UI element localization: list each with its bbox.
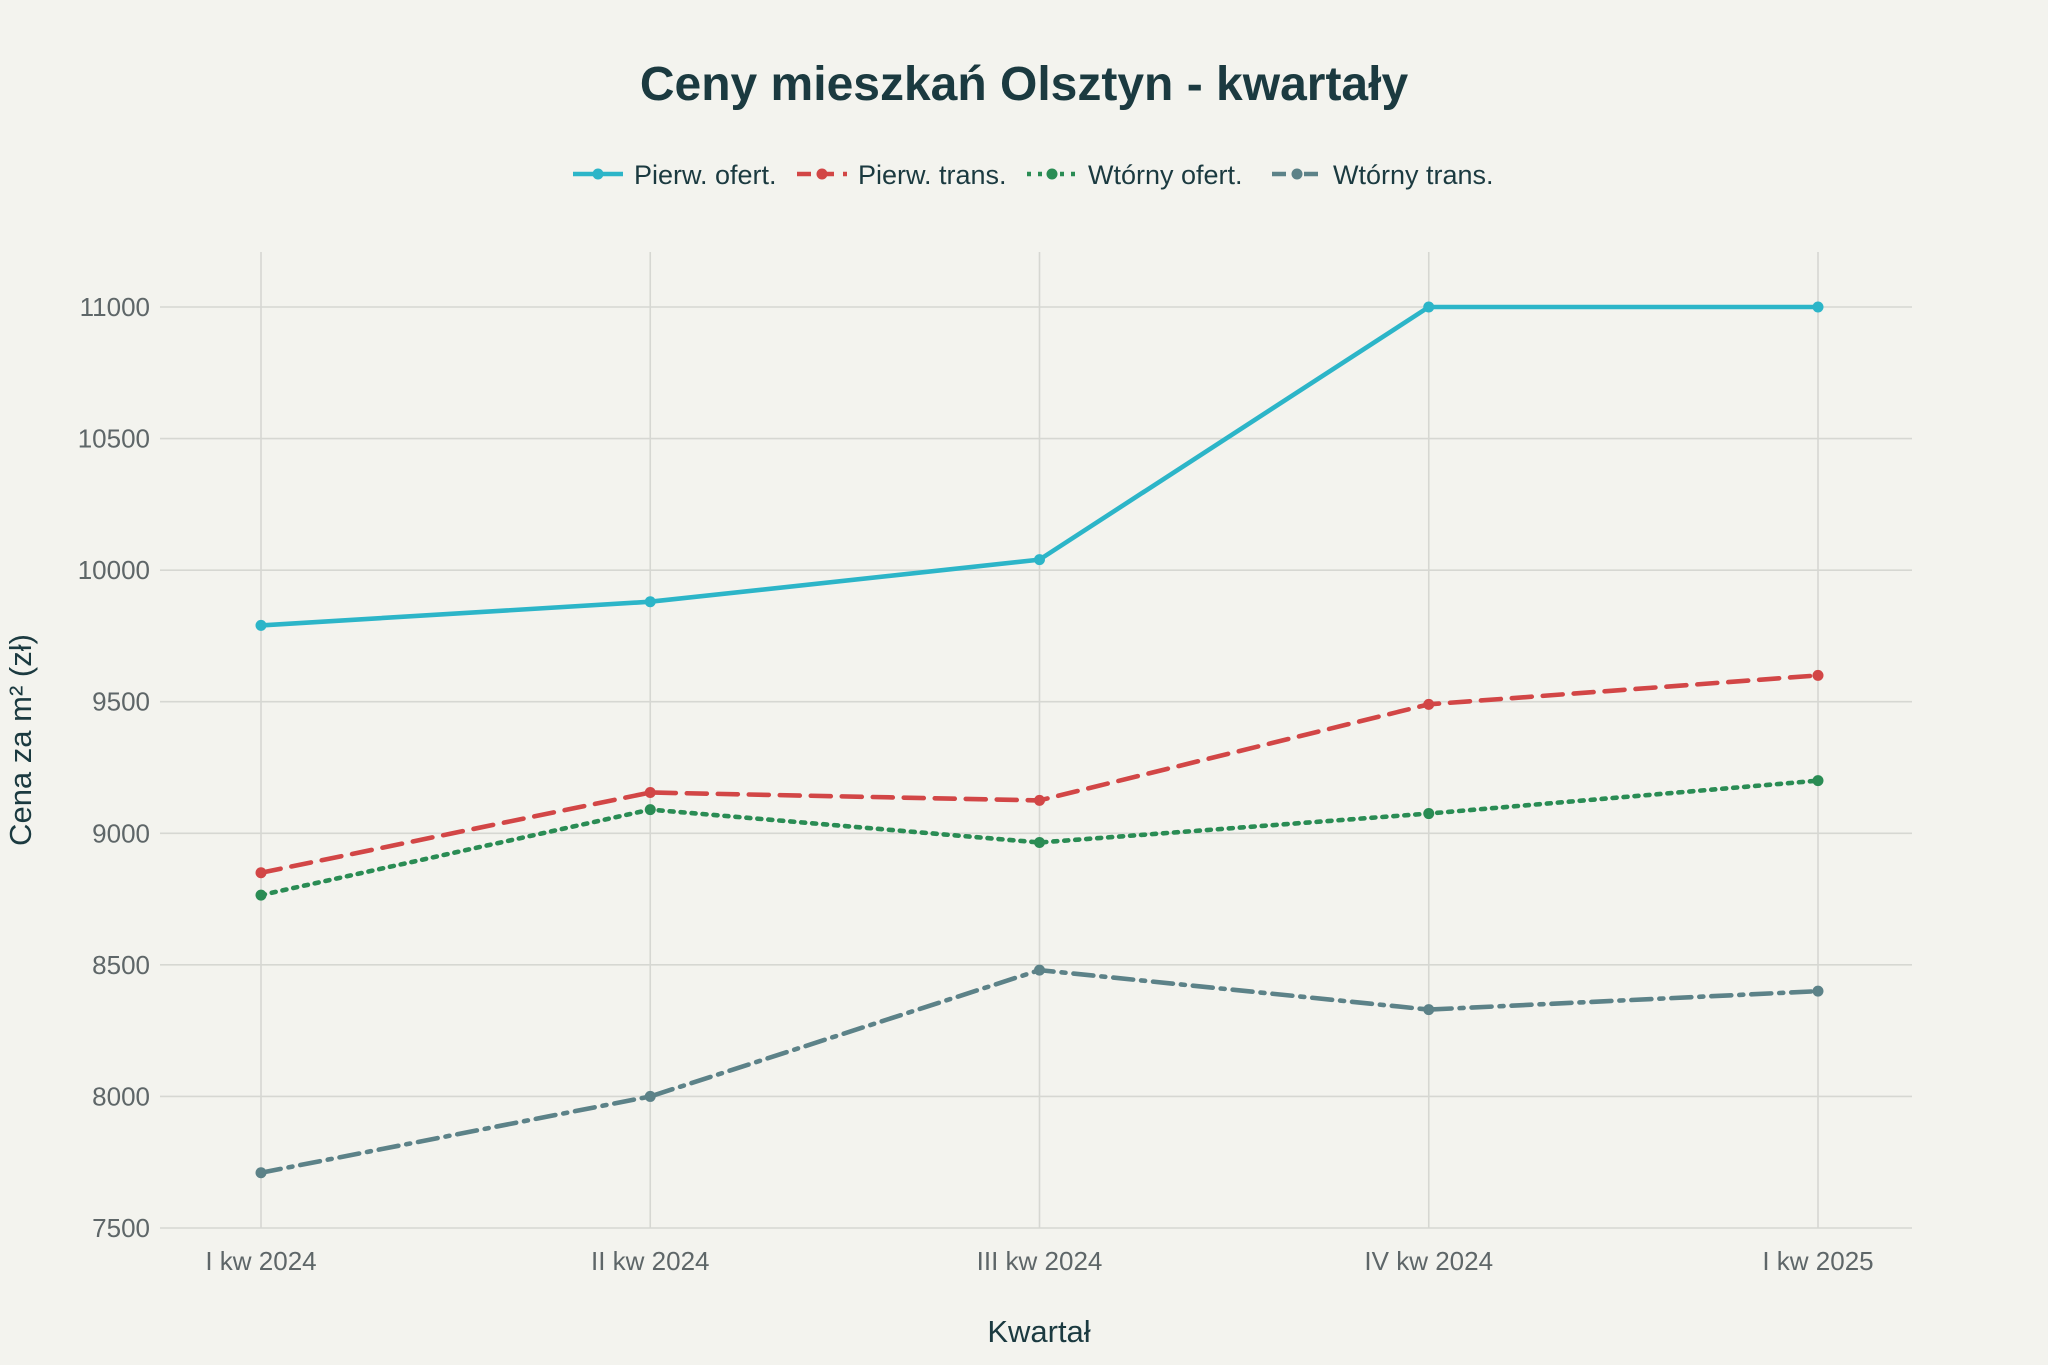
legend-label-pierw-ofert: Pierw. ofert.	[634, 160, 777, 190]
legend-marker-pierw-ofert	[592, 168, 604, 180]
y-tick-label-7500: 7500	[92, 1213, 150, 1243]
point-pierw-ofert-i-kw-2025	[1812, 301, 1824, 313]
y-tick-label-10000: 10000	[78, 555, 150, 585]
grid	[160, 252, 1912, 1229]
legend-item-pierw-trans: Pierw. trans.	[797, 160, 1007, 190]
x-axis-ticks: I kw 2024 II kw 2024 III kw 2024 IV kw 2024…	[205, 1246, 1873, 1276]
series-wtorny-ofert	[255, 775, 1824, 901]
x-tick-label-iii-kw-2024: III kw 2024	[977, 1246, 1103, 1276]
point-pierw-ofert-i-kw-2024	[255, 619, 267, 631]
point-pierw-ofert-ii-kw-2024	[644, 596, 656, 608]
point-wtorny-trans-i-kw-2024	[255, 1167, 267, 1179]
point-pierw-trans-iv-kw-2024	[1423, 698, 1435, 710]
legend-item-pierw-ofert: Pierw. ofert.	[573, 160, 777, 190]
point-pierw-ofert-iii-kw-2024	[1034, 554, 1045, 566]
y-axis-title: Cena za m² (zł)	[3, 634, 38, 846]
point-wtorny-trans-iv-kw-2024	[1423, 1004, 1435, 1016]
legend-label-pierw-trans: Pierw. trans.	[858, 160, 1007, 190]
point-pierw-trans-i-kw-2024	[255, 867, 267, 879]
point-wtorny-trans-i-kw-2025	[1812, 985, 1824, 997]
y-axis-ticks: 7500 8000 8500 9000 9500 10000 10500 11000	[78, 292, 150, 1243]
point-wtorny-ofert-i-kw-2024	[255, 889, 267, 901]
y-tick-label-9500: 9500	[92, 687, 150, 717]
x-tick-label-i-kw-2024: I kw 2024	[205, 1246, 316, 1276]
x-tick-label-ii-kw-2024: II kw 2024	[591, 1246, 710, 1276]
x-axis-title: Kwartał	[987, 1314, 1090, 1349]
point-wtorny-ofert-iii-kw-2024	[1034, 836, 1045, 848]
legend-marker-wtorny-ofert	[1046, 168, 1058, 180]
series-line-wtorny-ofert	[258, 778, 1821, 898]
legend: Pierw. ofert. Pierw. trans. Wtórny ofert. W…	[573, 160, 1494, 190]
point-wtorny-ofert-i-kw-2025	[1812, 775, 1824, 787]
x-tick-label-iv-kw-2024: IV kw 2024	[1364, 1246, 1493, 1276]
series-pierw-ofert	[255, 301, 1824, 631]
point-wtorny-trans-iii-kw-2024	[1034, 964, 1045, 976]
point-wtorny-trans-ii-kw-2024	[644, 1090, 656, 1102]
point-wtorny-ofert-iv-kw-2024	[1423, 808, 1435, 820]
chart-title: Ceny mieszkań Olsztyn - kwartały	[640, 58, 1409, 111]
legend-item-wtorny-ofert: Wtórny ofert.	[1027, 160, 1243, 190]
y-tick-label-10500: 10500	[78, 424, 150, 454]
point-pierw-ofert-iv-kw-2024	[1423, 301, 1435, 313]
legend-label-wtorny-trans: Wtórny trans.	[1333, 160, 1494, 190]
legend-item-wtorny-trans: Wtórny trans.	[1272, 160, 1494, 190]
y-tick-label-8500: 8500	[92, 950, 150, 980]
point-wtorny-ofert-ii-kw-2024	[644, 804, 656, 816]
series-layer	[255, 301, 1824, 1179]
legend-marker-wtorny-trans	[1291, 168, 1303, 180]
point-pierw-trans-iii-kw-2024	[1034, 794, 1045, 806]
point-pierw-trans-i-kw-2025	[1812, 669, 1824, 681]
y-tick-label-11000: 11000	[80, 292, 150, 322]
y-tick-label-8000: 8000	[92, 1081, 150, 1111]
point-pierw-trans-ii-kw-2024	[644, 786, 656, 798]
x-tick-label-i-kw-2025: I kw 2025	[1762, 1246, 1873, 1276]
legend-marker-pierw-trans	[816, 168, 828, 180]
legend-label-wtorny-ofert: Wtórny ofert.	[1088, 160, 1243, 190]
series-pierw-trans	[255, 669, 1824, 879]
y-tick-label-9000: 9000	[92, 818, 150, 848]
series-wtorny-trans	[255, 964, 1824, 1179]
